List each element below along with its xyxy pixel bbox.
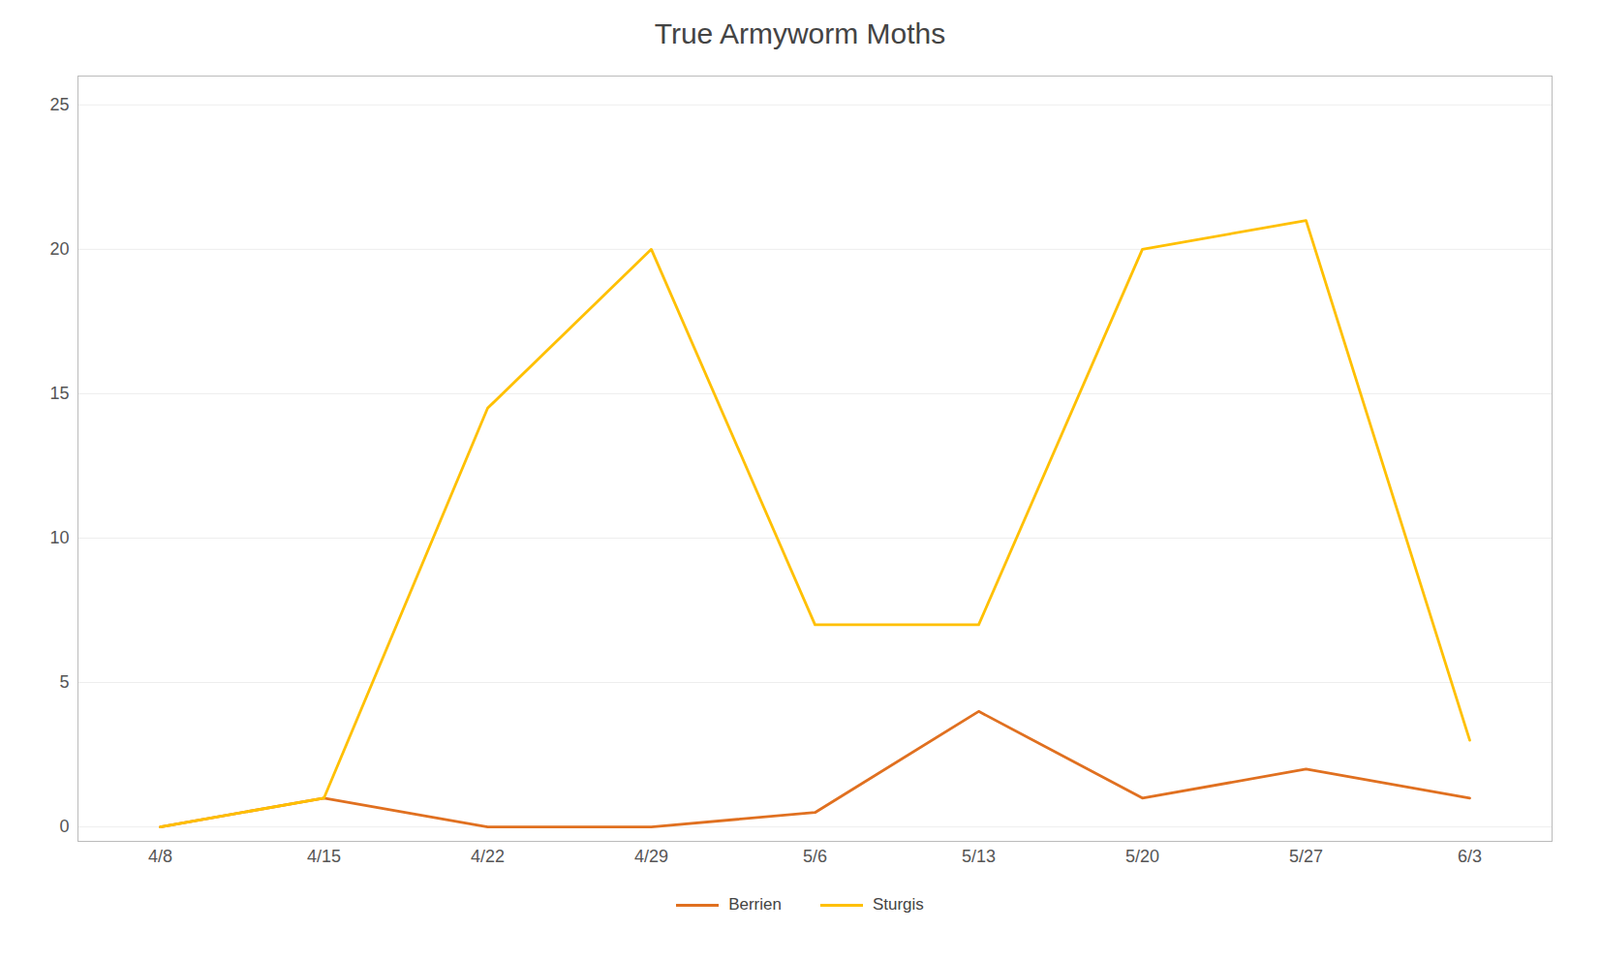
svg-text:5/6: 5/6: [802, 846, 828, 866]
svg-text:10: 10: [49, 527, 69, 548]
svg-text:20: 20: [49, 239, 69, 259]
svg-text:0: 0: [59, 816, 69, 836]
svg-text:4/22: 4/22: [470, 846, 505, 866]
html-text:True Armyworm Moths: True Armyworm Moths: [654, 17, 946, 50]
svg-text:5: 5: [59, 672, 69, 692]
svg-text:4/15: 4/15: [307, 846, 341, 866]
svg-text:5/27: 5/27: [1289, 846, 1324, 866]
svg-text:15: 15: [49, 383, 69, 403]
svg-text:4/29: 4/29: [634, 846, 669, 866]
svg-text:5/20: 5/20: [1125, 846, 1160, 866]
svg-text:4/8: 4/8: [148, 846, 173, 866]
svg-text:6/3: 6/3: [1457, 846, 1482, 866]
html-text:Berrien: Berrien: [728, 894, 782, 914]
svg-text:5/13: 5/13: [961, 846, 996, 866]
svg-text:25: 25: [49, 94, 69, 115]
html-text:Sturgis: Sturgis: [872, 894, 924, 914]
